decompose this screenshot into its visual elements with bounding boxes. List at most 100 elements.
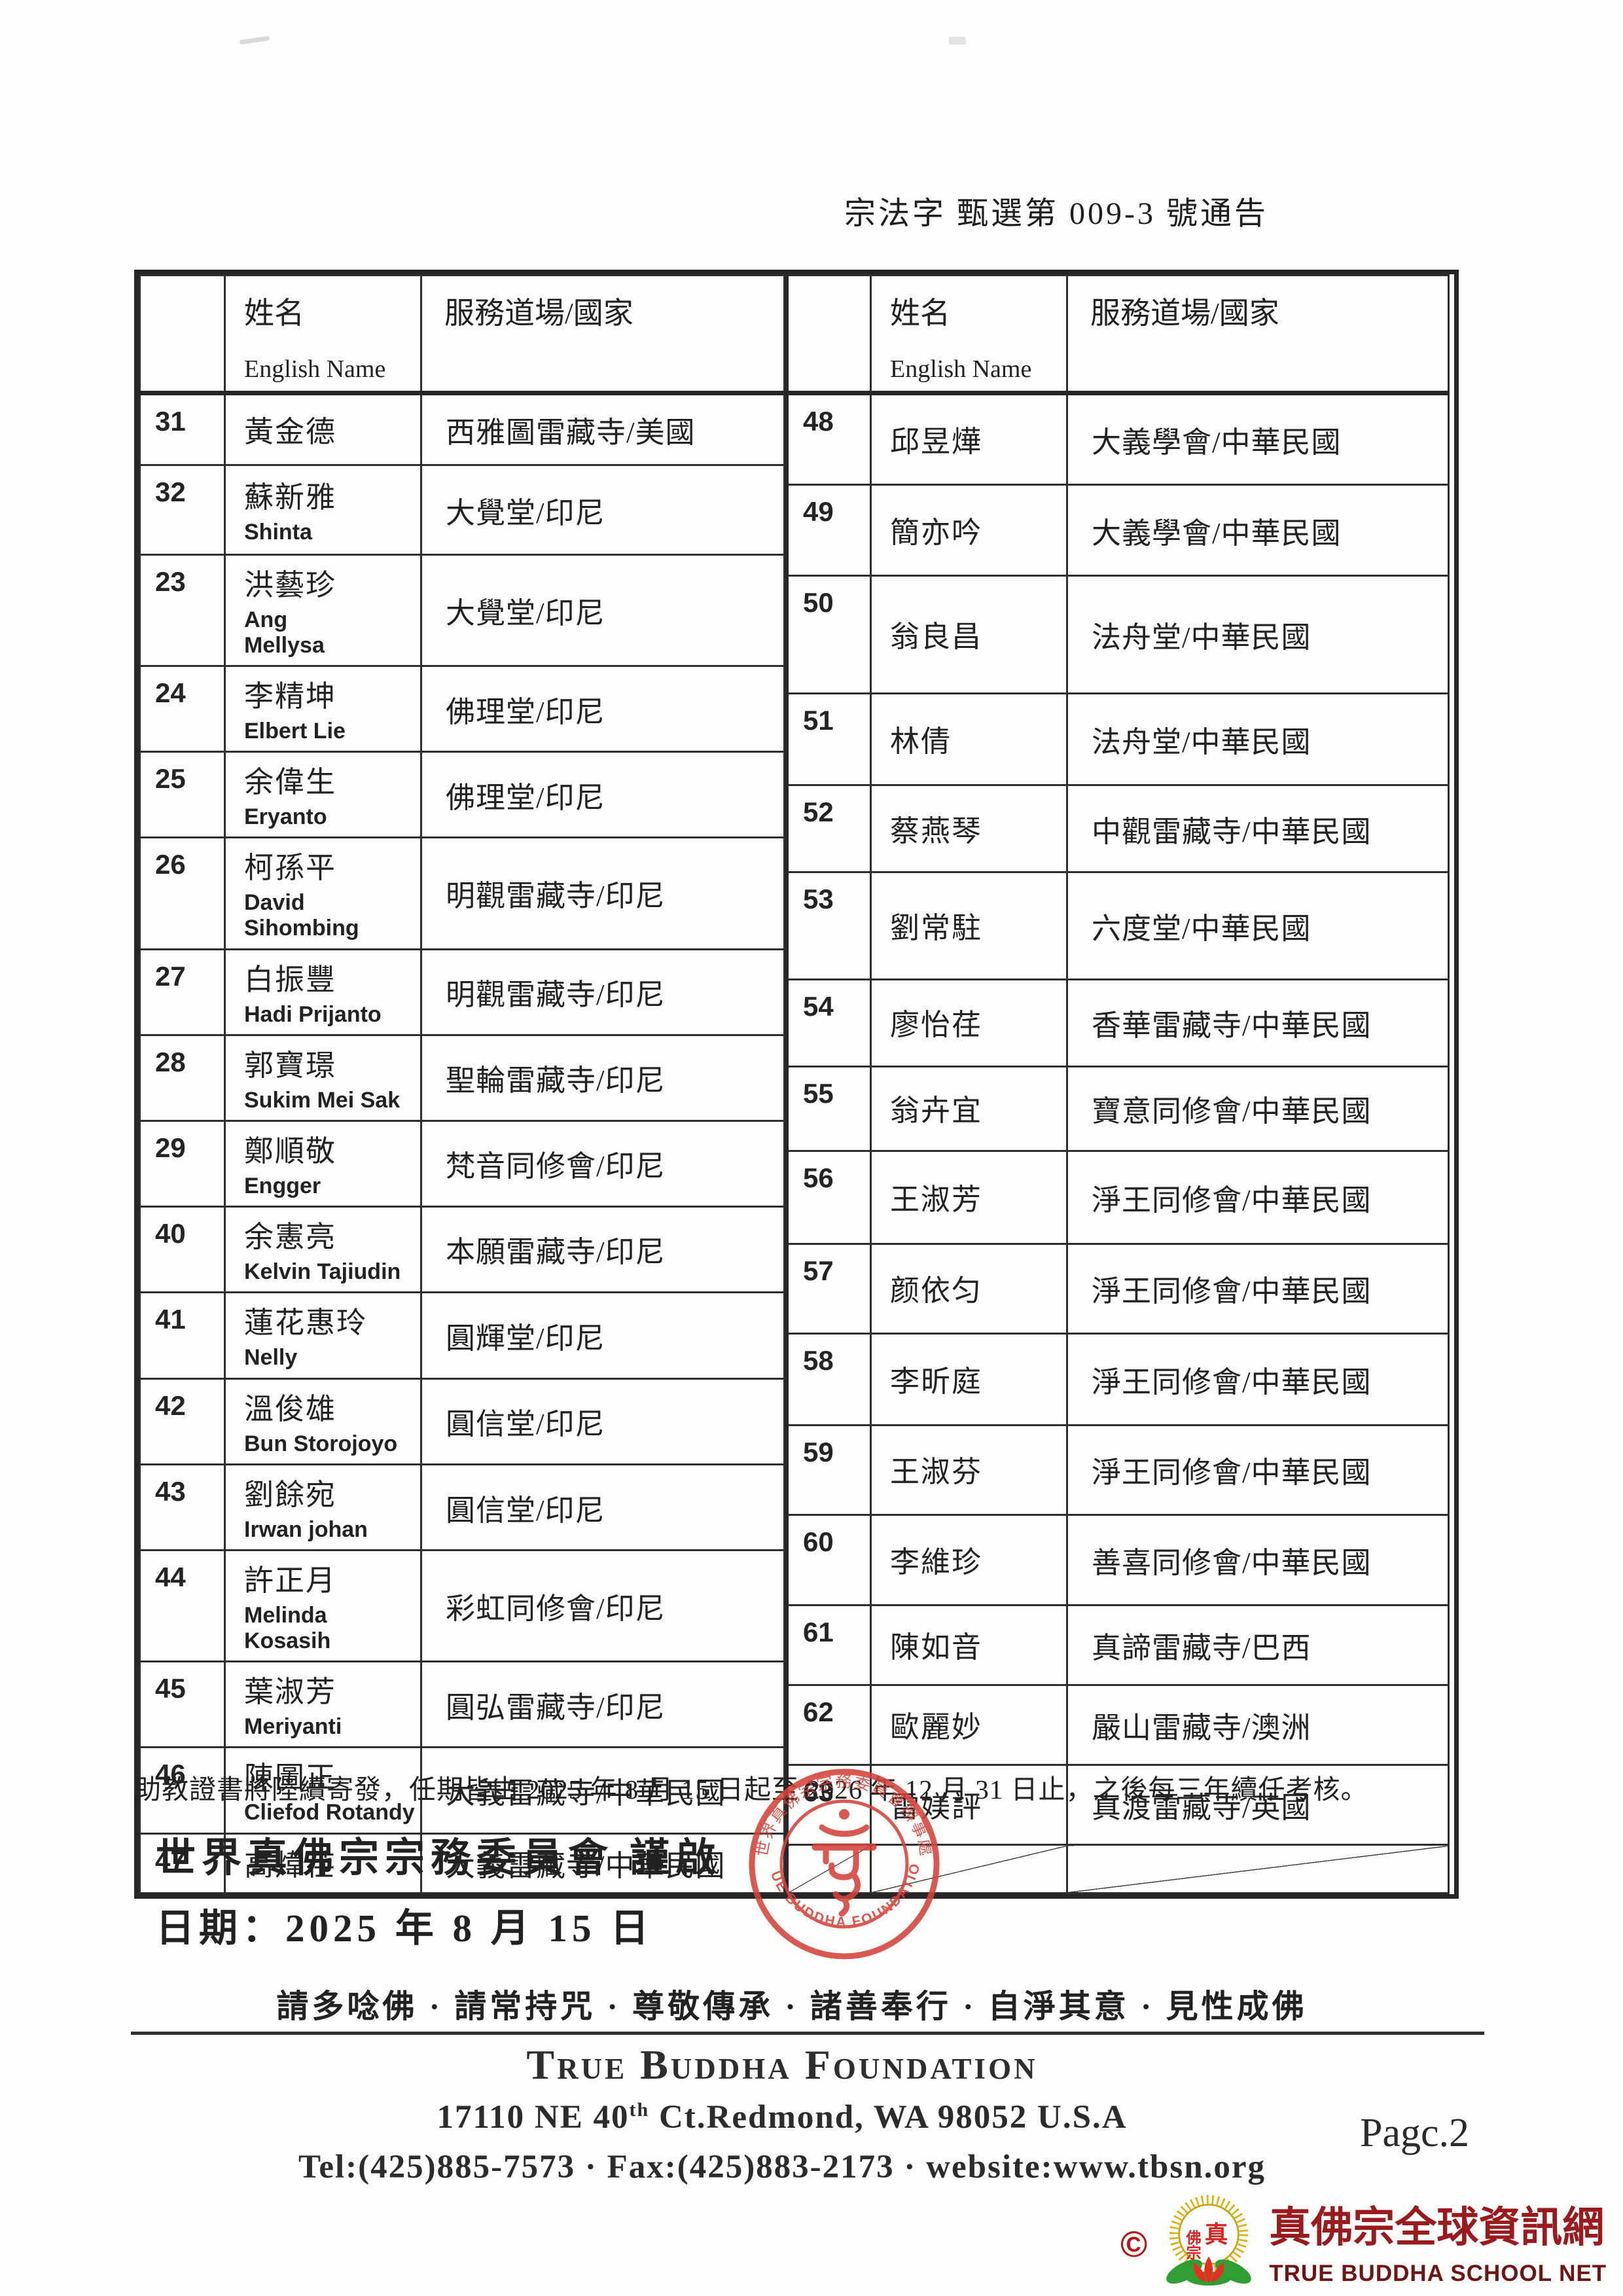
member-name-chinese: 李維珍 (890, 1545, 983, 1579)
foundation-seal: 世界真佛宗宗務委員會辦事處 TRUE BUDDHA FOUNDATION (746, 1766, 940, 1960)
member-name-chinese: 柯孫平 (244, 852, 337, 885)
member-name-chinese: 余憲亮 (244, 1220, 337, 1253)
header-name-cn: 姓名 (244, 296, 304, 330)
member-name-english: Engger (244, 1173, 321, 1198)
temple-cell: 大義學會/中華民國 (1066, 392, 1450, 486)
member-name-cell: 劉餘宛 Irwan johan (224, 1463, 422, 1552)
temple-cell (1066, 1844, 1450, 1894)
member-name-cell: 陳圖正 Cliefod Rotandy (224, 1746, 422, 1835)
row-number-cell: 59 (786, 1424, 872, 1516)
temple-cell: 中觀雷藏寺/中華民國 (1066, 784, 1450, 874)
badge-char-right: 真 (1205, 2221, 1228, 2248)
temple-cell: 聖輪雷藏寺/印尼 (420, 1033, 785, 1122)
temple-cell: 嚴山雷藏寺/澳洲 (1066, 1683, 1450, 1767)
member-name-cell: 郭寶璟 Sukim Mei Sak (224, 1033, 422, 1122)
header-name-cn: 姓名 (890, 296, 950, 330)
member-name-english: Shinta (244, 519, 312, 545)
header-diagonal-cell (139, 274, 226, 395)
table-row: 26 柯孫平 David Sihombing 明觀雷藏寺/印尼 (139, 836, 785, 950)
note-text: 助教證書將陸續寄發，任期皆由 2025 年 8 月 15 日起至 2026 年 … (134, 1774, 1368, 1804)
temple-cell: 法舟堂/中華民國 (1066, 692, 1450, 787)
member-name-cell: 王淑芳 (870, 1149, 1068, 1245)
scan-artifact (949, 37, 966, 45)
closing-line: 世界真佛宗宗務委員會 謹啟 (156, 1837, 722, 1880)
temple-cell: 明觀雷藏寺/印尼 (420, 948, 785, 1036)
roster-table: 姓名 English Name 服務道場/國家 31 黃金德 西雅圖雷藏寺/美國 32… (134, 270, 1459, 1899)
seal-hum-icon (812, 1809, 877, 1917)
member-name-cell: 王淑芬 (870, 1424, 1068, 1516)
row-number-cell: 44 (139, 1549, 226, 1663)
row-number-cell: 49 (786, 483, 872, 577)
table-row: 46 陳圖正 Cliefod Rotandy 大義雷藏寺/中華民國 (139, 1746, 785, 1835)
header-row: 姓名 English Name 服務道場/國家 (139, 274, 785, 395)
member-name-chinese: 歐麗妙 (890, 1710, 983, 1744)
table-row: 58 李昕庭 淨王同修會/中華民國 (786, 1333, 1450, 1426)
table-row: 53 劉常駐 六度堂/中華民國 (786, 871, 1450, 980)
row-number-cell: 27 (139, 948, 226, 1036)
temple-cell: 本願雷藏寺/印尼 (420, 1205, 785, 1293)
member-name-chinese: 許正月 (244, 1564, 337, 1598)
row-number-cell: 61 (786, 1604, 872, 1686)
row-number-cell: 23 (139, 553, 226, 668)
temple-cell: 淨王同修會/中華民國 (1066, 1333, 1450, 1426)
temple-cell: 大義雷藏寺/中華民國 (420, 1832, 785, 1894)
foundation-address: 17110 NE 40th Ct.Redmond, WA 98052 U.S.A (0, 2098, 1564, 2136)
table-row: 59 王淑芬 淨王同修會/中華民國 (786, 1424, 1450, 1516)
row-number-cell: 32 (139, 464, 226, 556)
member-name-cell: 陳如音 (870, 1604, 1068, 1686)
divider-rule (131, 2032, 1484, 2035)
member-name-cell: 葉淑芳 Meriyanti (224, 1660, 422, 1749)
member-name-chinese: 陳圖正 (244, 1761, 337, 1795)
page-number: Pagc.2 (1360, 2111, 1470, 2155)
member-name-english: Melinda Kosasih (244, 1603, 331, 1654)
member-name-chinese: 李精坤 (244, 680, 337, 713)
member-name-chinese: 蓮花惠玲 (244, 1306, 368, 1340)
member-name-chinese: 簡亦吟 (890, 516, 983, 549)
table-row: 56 王淑芳 淨王同修會/中華民國 (786, 1149, 1450, 1245)
temple-cell: 明觀雷藏寺/印尼 (420, 836, 785, 950)
roster-table-left: 姓名 English Name 服務道場/國家 31 黃金德 西雅圖雷藏寺/美國 32… (139, 274, 785, 1894)
table-row: 25 余偉生 Eryanto 佛理堂/印尼 (139, 751, 785, 839)
table-row: 29 鄭順敬 Engger 梵音同修會/印尼 (139, 1119, 785, 1208)
address-superscript: th (629, 2099, 650, 2121)
member-name-english: Ang Mellysa (244, 607, 325, 658)
row-number-cell: 28 (139, 1033, 226, 1122)
header-diagonal-cell (786, 274, 872, 395)
member-name-chinese: 劉常駐 (890, 912, 983, 944)
member-name-chinese: 邱昱燁 (890, 425, 983, 458)
row-number-cell: 45 (139, 1660, 226, 1749)
motto-line: 請多唸佛 · 請常持咒 · 尊敬傳承 · 諸善奉行 · 自淨其意 · 見性成佛 (276, 1988, 1308, 2024)
table-row: 40 余憲亮 Kelvin Tajiudin 本願雷藏寺/印尼 (139, 1205, 785, 1293)
header-name-cell: 姓名 English Name (224, 274, 422, 395)
table-row: 43 劉餘宛 Irwan johan 圓信堂/印尼 (139, 1463, 785, 1552)
member-name-english: David Sihombing (244, 890, 359, 941)
member-name-cell: 李精坤 Elbert Lie (224, 665, 422, 753)
member-name-chinese: 葉淑芳 (244, 1676, 337, 1709)
member-name-english: Sukim Mei Sak (244, 1087, 401, 1113)
header-name-en: English Name (244, 355, 386, 383)
member-name-cell: 余憲亮 Kelvin Tajiudin (224, 1205, 422, 1293)
member-name-cell: 溫俊雄 Bun Storojoyo (224, 1377, 422, 1466)
member-name-chinese: 李昕庭 (890, 1365, 983, 1398)
member-name-chinese: 溫俊雄 (244, 1392, 337, 1426)
row-number-cell: 42 (139, 1377, 226, 1466)
temple-cell: 大覺堂/印尼 (420, 553, 785, 668)
member-name-chinese: 高煒荏 (244, 1849, 337, 1882)
table-row: 62 歐麗妙 嚴山雷藏寺/澳洲 (786, 1683, 1450, 1767)
header-temple-cell: 服務道場/國家 (1066, 274, 1450, 395)
table-row: 60 李維珍 善喜同修會/中華民國 (786, 1514, 1450, 1606)
row-number-cell: 46 (139, 1746, 226, 1835)
temple-cell: 淨王同修會/中華民國 (1066, 1149, 1450, 1245)
member-name-cell: 李維珍 (870, 1514, 1068, 1606)
member-name-chinese: 翁良昌 (890, 620, 983, 654)
table-row: 54 廖怡荏 香華雷藏寺/中華民國 (786, 978, 1450, 1067)
member-name-chinese: 王淑芬 (890, 1456, 983, 1489)
row-number-cell: 55 (786, 1065, 872, 1152)
badge-lotus (1194, 2256, 1224, 2284)
temple-cell: 彩虹同修會/印尼 (420, 1549, 785, 1663)
copyright-icon: © (1120, 2223, 1148, 2265)
member-name-english: Cliefod Rotandy (244, 1800, 415, 1825)
member-name-chinese: 鄭順敬 (244, 1134, 337, 1168)
temple-cell: 寶意同修會/中華民國 (1066, 1065, 1450, 1152)
